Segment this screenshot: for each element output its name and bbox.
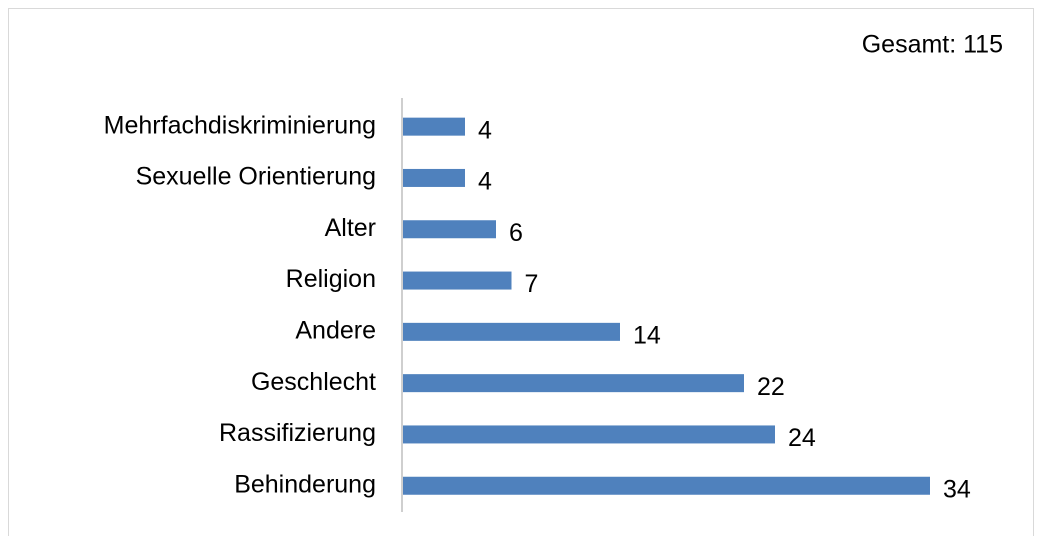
- category-label: Rassifizierung: [219, 419, 376, 447]
- category-label: Religion: [286, 265, 376, 293]
- category-label: Alter: [325, 214, 376, 242]
- annotation: Gesamt: 115: [862, 31, 1003, 59]
- value-label: 6: [509, 219, 523, 247]
- chart-frame: [8, 8, 1034, 536]
- bar: [403, 271, 512, 290]
- bar: [403, 168, 465, 187]
- value-label: 14: [633, 321, 661, 349]
- category-label: Andere: [295, 316, 376, 344]
- value-label: 22: [757, 373, 785, 401]
- category-label: Behinderung: [234, 470, 376, 498]
- bar: [403, 374, 744, 393]
- bar: [403, 220, 496, 239]
- bar: [403, 322, 620, 341]
- category-label: Geschlecht: [251, 368, 376, 396]
- bar: [403, 476, 930, 495]
- value-label: 24: [788, 424, 816, 452]
- category-label: Mehrfachdiskriminierung: [104, 111, 376, 139]
- bar: [403, 117, 465, 136]
- value-label: 4: [478, 116, 492, 144]
- category-label: Sexuelle Orientierung: [136, 163, 376, 191]
- value-label: 4: [478, 168, 492, 196]
- value-label: 34: [943, 475, 971, 503]
- bar: [403, 425, 775, 444]
- value-label: 7: [525, 270, 539, 298]
